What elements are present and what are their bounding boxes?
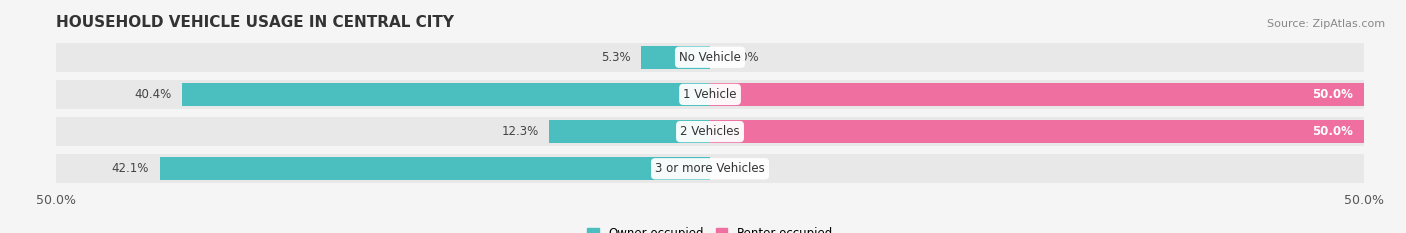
Bar bbox=[710, 120, 1364, 143]
Text: 12.3%: 12.3% bbox=[502, 125, 538, 138]
Bar bbox=[550, 120, 710, 143]
Bar bbox=[710, 117, 1364, 146]
Text: 5.3%: 5.3% bbox=[600, 51, 630, 64]
Bar bbox=[710, 83, 1364, 106]
Bar bbox=[710, 154, 1364, 183]
Text: No Vehicle: No Vehicle bbox=[679, 51, 741, 64]
Text: 0.0%: 0.0% bbox=[730, 51, 759, 64]
Legend: Owner-occupied, Renter-occupied: Owner-occupied, Renter-occupied bbox=[582, 222, 838, 233]
Text: 42.1%: 42.1% bbox=[111, 162, 149, 175]
Text: Source: ZipAtlas.com: Source: ZipAtlas.com bbox=[1267, 19, 1385, 29]
Bar bbox=[159, 157, 710, 180]
Text: 50.0%: 50.0% bbox=[1312, 88, 1354, 101]
Bar bbox=[56, 154, 710, 183]
Bar bbox=[710, 43, 1364, 72]
Text: 3 or more Vehicles: 3 or more Vehicles bbox=[655, 162, 765, 175]
Bar bbox=[56, 80, 710, 109]
Bar bbox=[710, 80, 1364, 109]
Bar bbox=[56, 43, 710, 72]
Text: 40.4%: 40.4% bbox=[134, 88, 172, 101]
Text: 1 Vehicle: 1 Vehicle bbox=[683, 88, 737, 101]
Bar bbox=[181, 83, 710, 106]
Bar bbox=[641, 46, 710, 69]
Text: 50.0%: 50.0% bbox=[1312, 125, 1354, 138]
Text: HOUSEHOLD VEHICLE USAGE IN CENTRAL CITY: HOUSEHOLD VEHICLE USAGE IN CENTRAL CITY bbox=[56, 15, 454, 30]
Bar bbox=[56, 117, 710, 146]
Text: 2 Vehicles: 2 Vehicles bbox=[681, 125, 740, 138]
Text: 0.0%: 0.0% bbox=[730, 162, 759, 175]
